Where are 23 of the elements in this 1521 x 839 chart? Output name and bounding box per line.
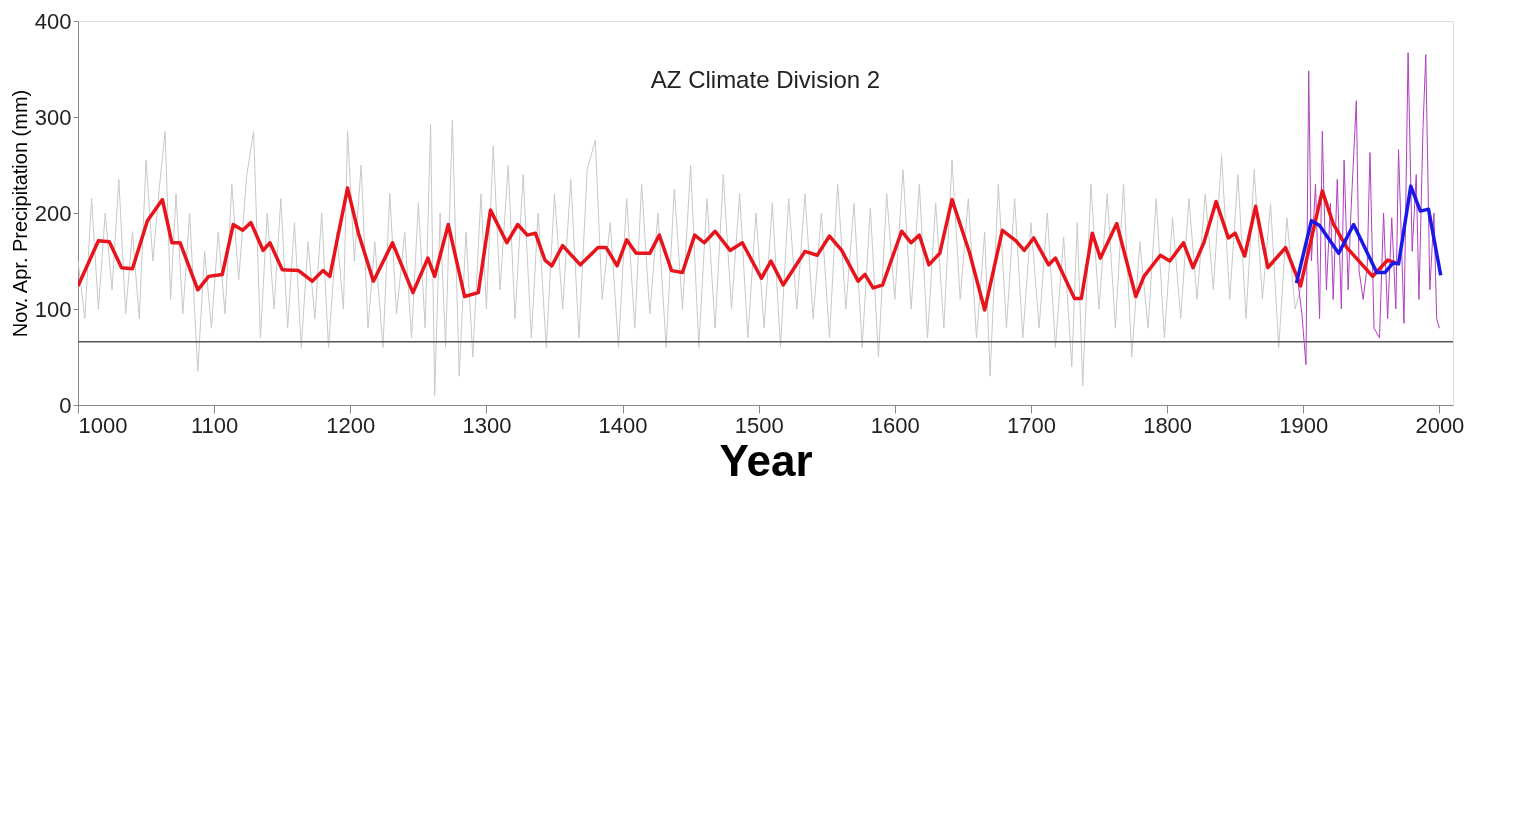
- x-tick-label: 1400: [598, 412, 648, 438]
- x-tick-label: 1000: [78, 412, 128, 438]
- y-tick-label: 300: [34, 104, 72, 130]
- annotation: AZ Climate Division 2: [650, 66, 881, 93]
- x-tick-label: 1200: [326, 412, 376, 438]
- x-tick-label: 2000: [1415, 412, 1465, 438]
- x-tick-label: 1600: [870, 412, 920, 438]
- y-tick-label: 200: [34, 200, 72, 226]
- x-axis-title: Year: [719, 435, 813, 485]
- line-series: [78, 119, 1304, 396]
- x-tick-label: 1900: [1279, 412, 1329, 438]
- y-tick-label: 400: [34, 8, 72, 34]
- x-tick-label: 1800: [1143, 412, 1193, 438]
- y-tick-label: 100: [34, 296, 72, 322]
- x-tick-label: 1700: [1006, 412, 1056, 438]
- x-tick-label: 1300: [462, 412, 512, 438]
- line-series: [1297, 52, 1440, 366]
- y-axis-title: Nov. Apr. Precipitation (mm): [8, 89, 31, 338]
- x-tick-label: 1500: [734, 412, 784, 438]
- x-tick-label: 1100: [190, 412, 239, 438]
- line-series: [1294, 184, 1443, 285]
- line-series: [78, 186, 1398, 312]
- y-tick-label: 0: [59, 392, 72, 418]
